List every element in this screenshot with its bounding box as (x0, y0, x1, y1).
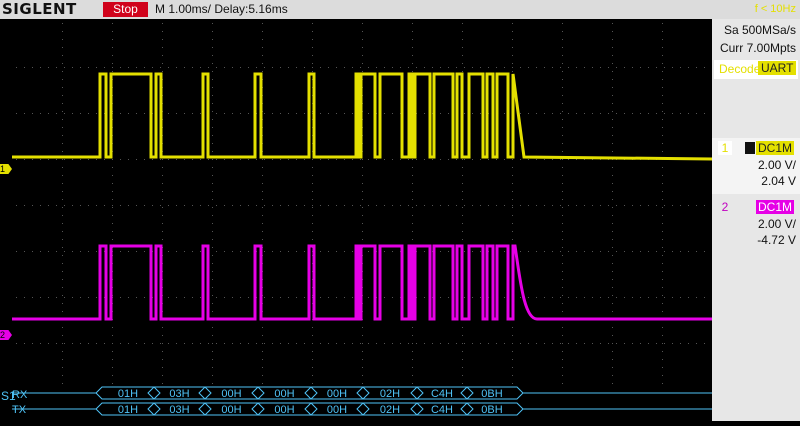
channel-2-panel[interactable]: 2 DC1M 2.00 V/ -4.72 V (712, 197, 800, 253)
memory-depth-readout: Curr 7.00Mpts (719, 41, 796, 55)
decode-frame (95, 386, 161, 400)
brand-logo: SIGLENT (2, 0, 77, 18)
decode-frame (198, 402, 265, 416)
decode-byte: 00H (221, 404, 241, 416)
channel-1-offset-marker[interactable]: 1 (0, 164, 12, 174)
channel-1-marker-label: 1 (0, 164, 6, 174)
decode-frame (147, 402, 212, 416)
decode-frame (356, 386, 424, 400)
bus-id-label: S1 (1, 389, 16, 403)
decode-byte: 01H (118, 404, 138, 416)
rx-label: RX (12, 389, 28, 401)
channel-2-volts-per-div: 2.00 V/ (757, 217, 796, 231)
channel-1-offset: 2.04 V (761, 174, 796, 188)
decode-byte: 00H (221, 388, 241, 400)
decode-byte: 02H (380, 388, 400, 400)
decode-byte: 0BH (481, 404, 502, 416)
channel-2-coupling: DC1M (755, 200, 794, 214)
decode-frame (251, 386, 318, 400)
decode-frame (356, 402, 424, 416)
decode-byte: 00H (327, 388, 347, 400)
decode-label: Decode (719, 62, 761, 76)
trigger-frequency-readout: f < 10Hz (754, 3, 796, 15)
channel-1-number: 1 (718, 141, 732, 155)
channel-1-panel[interactable]: 1 DC1M 2.00 V/ 2.04 V (712, 138, 800, 194)
timebase-readout[interactable]: M 1.00ms/ Delay:5.16ms (155, 2, 288, 16)
run-stop-indicator[interactable]: Stop (103, 2, 148, 17)
decode-frame (460, 386, 524, 400)
decode-byte: C4H (431, 404, 453, 416)
top-status-bar: SIGLENT Stop M 1.00ms/ Delay:5.16ms f < … (0, 0, 800, 19)
channel-2-number: 2 (721, 200, 729, 214)
sample-rate-readout: Sa 500MSa/s (723, 23, 796, 37)
decode-byte: 02H (380, 404, 400, 416)
bandwidth-limit-icon (745, 142, 755, 154)
channel-2-marker-label: 2 (0, 330, 6, 340)
decode-byte: 0BH (481, 388, 502, 400)
waveform-display[interactable]: 01H 03H 00H 00H 00H 02H C4H 0BH 01H 03H 00H 00H 00H 0… (12, 19, 713, 421)
channel-1-coupling: DC1M (755, 141, 794, 155)
channel-2-offset: -4.72 V (757, 233, 796, 247)
decode-frame (251, 402, 318, 416)
decode-frame (198, 386, 265, 400)
tx-label: TX (12, 404, 27, 416)
decode-status[interactable]: Decode UART (714, 60, 798, 79)
decode-frame (410, 402, 474, 416)
decode-byte: 03H (169, 388, 189, 400)
decode-byte: 00H (274, 388, 294, 400)
decode-byte: 01H (118, 388, 138, 400)
decode-byte: 03H (169, 404, 189, 416)
decode-byte: 00H (274, 404, 294, 416)
decode-frame (147, 386, 212, 400)
decode-frame (95, 402, 161, 416)
side-panel: Sa 500MSa/s Curr 7.00Mpts Decode UART 1 … (712, 19, 800, 421)
decode-byte: C4H (431, 388, 453, 400)
decode-frame (460, 402, 524, 416)
decode-frame (410, 386, 474, 400)
channel-2-offset-marker[interactable]: 2 (0, 330, 12, 340)
decode-frame (304, 402, 370, 416)
channel-1-waveform (12, 72, 713, 161)
decode-byte: 00H (327, 404, 347, 416)
channel-2-waveform (12, 244, 712, 321)
channel-1-volts-per-div: 2.00 V/ (757, 158, 796, 172)
decode-type-badge: UART (758, 61, 797, 75)
decode-frame (304, 386, 370, 400)
waveform-canvas: 01H 03H 00H 00H 00H 02H C4H 0BH 01H 03H 00H 00H 00H 0… (12, 23, 713, 416)
